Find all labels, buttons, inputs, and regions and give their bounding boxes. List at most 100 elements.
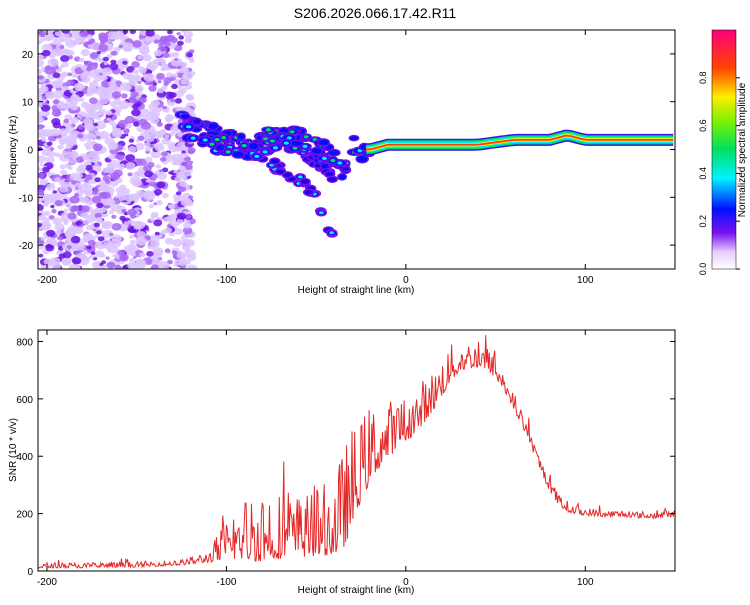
noise-blob	[84, 214, 90, 220]
noise-blob	[101, 79, 112, 88]
noise-blob	[38, 58, 45, 68]
noise-blob	[153, 50, 163, 57]
noise-blob	[107, 164, 115, 170]
noise-blob	[160, 156, 167, 162]
noise-blob	[93, 62, 98, 66]
noise-blob	[94, 177, 101, 183]
noise-blob	[38, 223, 42, 227]
noise-blob	[164, 227, 173, 234]
noise-blob	[80, 118, 85, 122]
noise-blob	[39, 240, 45, 246]
noise-blob	[118, 163, 126, 169]
noise-blob	[40, 124, 45, 128]
noise-blob	[46, 183, 56, 191]
noise-blob	[93, 155, 98, 159]
noise-blob	[59, 185, 69, 193]
noise-blob	[59, 164, 66, 170]
noise-blob	[79, 258, 90, 266]
noise-blob	[132, 69, 139, 75]
ridge-blob	[247, 141, 260, 151]
noise-blob	[116, 127, 122, 132]
noise-blob	[145, 179, 151, 183]
noise-blob	[59, 169, 68, 176]
noise-blob	[73, 227, 80, 233]
noise-blob	[109, 172, 121, 181]
noise-blob	[135, 260, 147, 269]
ridge-blob	[337, 172, 348, 181]
noise-blob	[46, 229, 56, 237]
noise-blob	[132, 103, 139, 110]
noise-blob	[186, 52, 193, 58]
noise-blob	[43, 210, 51, 216]
noise-blob	[98, 186, 105, 192]
noise-blob	[77, 133, 84, 139]
noise-blob	[90, 251, 96, 255]
noise-blob	[49, 128, 60, 137]
noise-blob	[78, 57, 85, 63]
noise-blob	[153, 188, 163, 196]
noise-blob	[154, 143, 165, 152]
noise-blob	[57, 235, 64, 241]
ridge-core	[202, 138, 208, 142]
noise-blob	[80, 75, 85, 79]
branch-blob	[326, 175, 339, 183]
noise-blob	[52, 38, 62, 45]
noise-blob	[166, 114, 172, 118]
noise-blob	[142, 54, 152, 62]
noise-blob	[123, 211, 129, 216]
noise-blob	[156, 181, 166, 189]
noise-blob	[106, 261, 116, 269]
noise-blob	[128, 193, 139, 202]
noise-blob	[73, 82, 84, 91]
noise-blob	[45, 244, 55, 252]
noise-blob	[70, 71, 78, 78]
noise-blob	[163, 81, 169, 86]
noise-blob	[85, 174, 93, 181]
noise-blob	[39, 163, 44, 167]
noise-blob	[167, 203, 176, 210]
noise-blob	[158, 261, 170, 269]
noise-blob	[69, 116, 79, 124]
colorbar-tick-label: 0.4	[698, 167, 708, 180]
branch-blob	[274, 167, 287, 176]
noise-blob	[129, 235, 134, 239]
noise-blob	[106, 78, 112, 82]
noise-blob	[111, 223, 122, 231]
snr-xtick-label: 0	[403, 577, 409, 588]
noise-blob	[135, 139, 140, 143]
noise-blob	[183, 30, 193, 39]
noise-blob	[86, 108, 94, 114]
noise-blob	[67, 212, 77, 220]
noise-blob	[92, 143, 103, 152]
noise-blob	[136, 158, 142, 163]
noise-blob	[38, 155, 47, 164]
noise-blob	[119, 82, 131, 91]
noise-blob	[44, 217, 51, 223]
heatmap-xtick-label: -100	[216, 275, 236, 286]
ridge-core	[269, 139, 275, 143]
noise-blob	[144, 170, 154, 178]
branch-core	[297, 175, 303, 179]
noise-blob	[188, 160, 194, 165]
noise-blob	[38, 129, 46, 137]
ridge-blob	[327, 148, 341, 157]
noise-blob	[128, 219, 134, 224]
ridge-core	[303, 135, 309, 139]
noise-blob	[143, 191, 156, 201]
noise-blob	[108, 31, 119, 40]
noise-blob	[86, 139, 92, 143]
noise-blob	[40, 104, 51, 112]
noise-blob	[181, 150, 186, 154]
noise-blob	[58, 32, 71, 42]
noise-blob	[154, 39, 160, 44]
noise-blob	[133, 223, 141, 230]
noise-blob	[53, 99, 60, 105]
noise-blob	[113, 46, 121, 53]
noise-blob	[123, 64, 129, 68]
noise-blob	[63, 118, 70, 124]
heatmap-xtick-label: -200	[37, 275, 57, 286]
noise-blob	[54, 177, 61, 183]
noise-blob	[125, 154, 136, 162]
noise-blob	[81, 196, 90, 204]
